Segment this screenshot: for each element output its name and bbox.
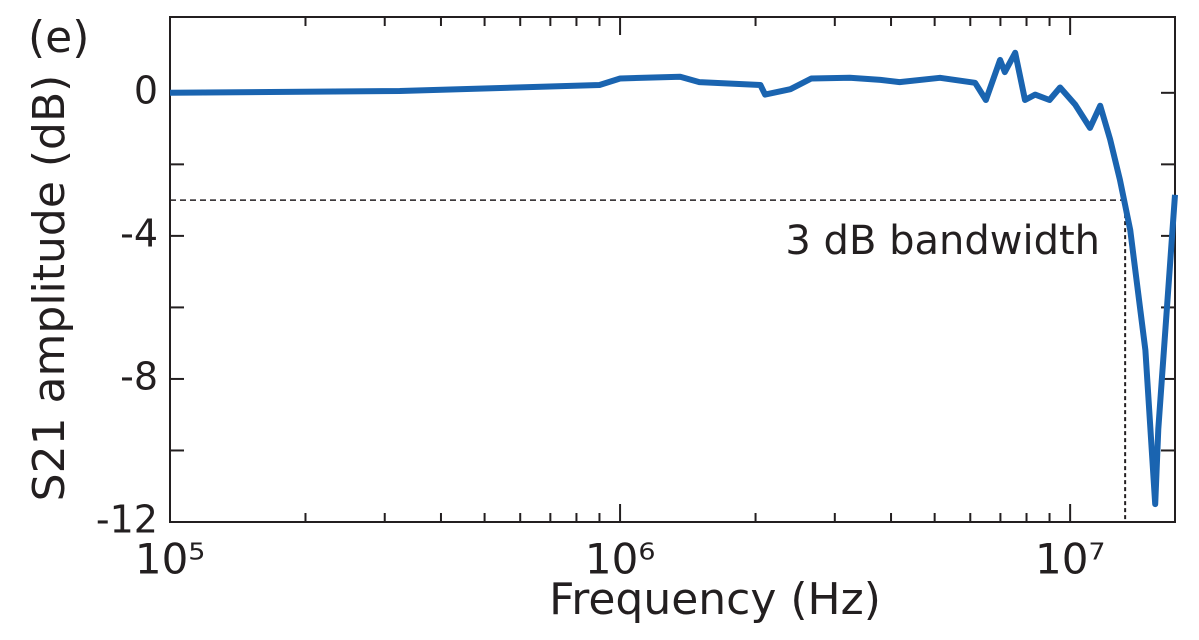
y-tick-label: -8 <box>120 354 158 398</box>
y-tick-label: -12 <box>96 498 158 542</box>
data-line <box>169 49 1178 508</box>
x-tick-label: 10⁷ <box>1035 535 1105 584</box>
x-tick-label: 10⁶ <box>585 535 655 584</box>
x-axis-label: Frequency (Hz) <box>549 574 881 625</box>
plot-frame <box>169 16 1176 523</box>
x-tick-label: 10⁵ <box>135 535 205 584</box>
y-tick-label: -4 <box>120 211 158 255</box>
y-axis-label: S21 amplitude (dB) <box>24 75 75 502</box>
annotation: 3 dB bandwidth <box>785 218 1100 264</box>
panel-label: (e) <box>28 12 89 63</box>
y-tick-label: 0 <box>134 68 158 112</box>
